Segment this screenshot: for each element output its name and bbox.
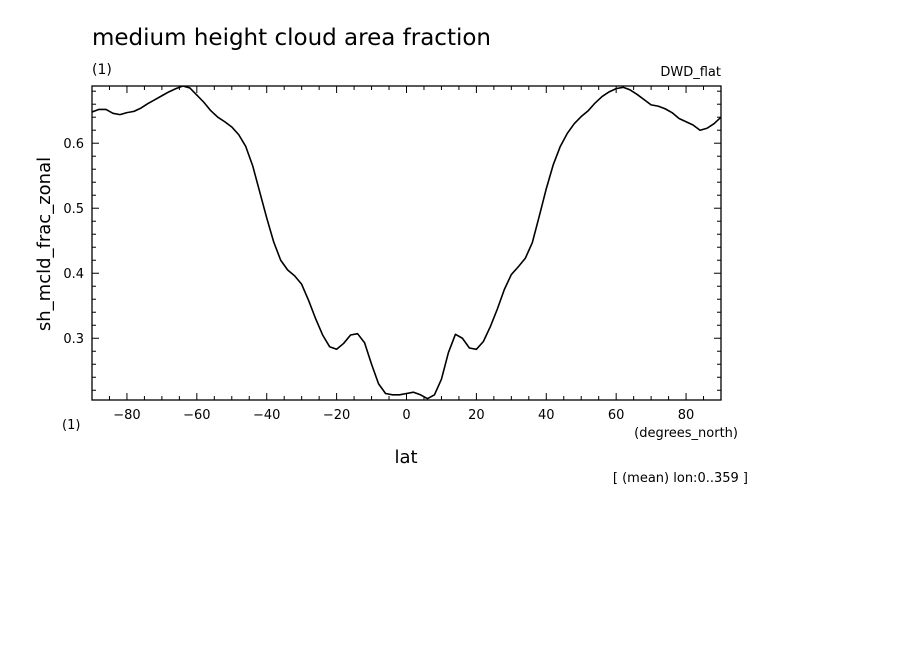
x-tick-label: 0 [402,408,410,423]
x-tick-label: −20 [323,408,350,423]
y-tick-label: 0.3 [63,332,84,347]
x-tick-label: 40 [538,408,555,423]
dataset-label: DWD_flat [660,65,721,80]
y-tick-label: 0.4 [63,267,84,282]
x-axis-unit: (degrees_north) [634,426,738,441]
title-unit: (1) [92,62,112,78]
series-line-0 [92,86,721,400]
plot-frame [91,85,722,401]
x-tick-label: 20 [468,408,485,423]
x-axis: −80 −60 −40 −20 0 20 40 60 80 [91,86,722,423]
y-axis-label: sh_mcld_frac_zonal [34,157,55,331]
x-tick-label: −60 [183,408,210,423]
x-tick-label: −80 [113,408,140,423]
x-axis-label: lat [394,447,417,468]
y-axis-title: sh_mcld_frac_zonal [34,157,55,331]
y-tick-label: 0.6 [63,137,84,152]
y-axis: 0.3 0.4 0.5 0.6 [63,90,721,391]
x-tick-label: 60 [608,408,625,423]
y-tick-label: 0.5 [63,202,84,217]
footnote: [ (mean) lon:0..359 ] [613,471,748,486]
chart-title: medium height cloud area fraction [92,25,491,51]
series-layer [92,86,721,400]
x-tick-label: −40 [253,408,280,423]
x-tick-label: 80 [678,408,695,423]
y-axis-unit: (1) [62,418,80,433]
